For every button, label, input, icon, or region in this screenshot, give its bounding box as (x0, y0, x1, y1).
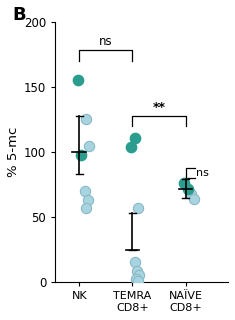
Point (136, 205, 140, 211)
Text: **: ** (153, 101, 165, 114)
Point (133, 135, 137, 140)
Point (133, 259, 137, 264)
Point (134, 276, 138, 281)
Point (79, 152, 83, 157)
Point (76, 78, 80, 83)
Point (84, 205, 88, 211)
Point (86, 198, 90, 203)
Point (136, 279, 140, 284)
Point (182, 181, 186, 186)
Point (189, 191, 193, 196)
Point (137, 272, 141, 277)
Text: ns: ns (196, 168, 209, 178)
Point (129, 144, 133, 149)
Point (192, 196, 196, 202)
Y-axis label: % 5-mc: % 5-mc (7, 127, 20, 177)
Point (87, 143, 91, 148)
Point (135, 268, 139, 273)
Point (186, 186, 190, 191)
Text: ns: ns (99, 35, 113, 48)
Text: B: B (12, 6, 26, 24)
Point (84, 117, 88, 122)
Point (83, 188, 86, 194)
